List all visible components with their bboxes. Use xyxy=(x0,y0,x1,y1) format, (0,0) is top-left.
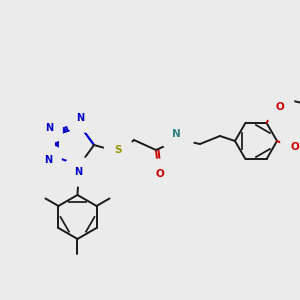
Text: N: N xyxy=(74,167,83,177)
Text: N: N xyxy=(45,123,53,133)
Text: O: O xyxy=(291,142,299,152)
Text: H: H xyxy=(178,130,185,139)
Text: N: N xyxy=(76,113,85,123)
Text: O: O xyxy=(275,102,284,112)
Text: N: N xyxy=(172,129,180,139)
Text: S: S xyxy=(114,145,122,155)
Text: O: O xyxy=(156,169,164,179)
Text: N: N xyxy=(44,155,52,165)
